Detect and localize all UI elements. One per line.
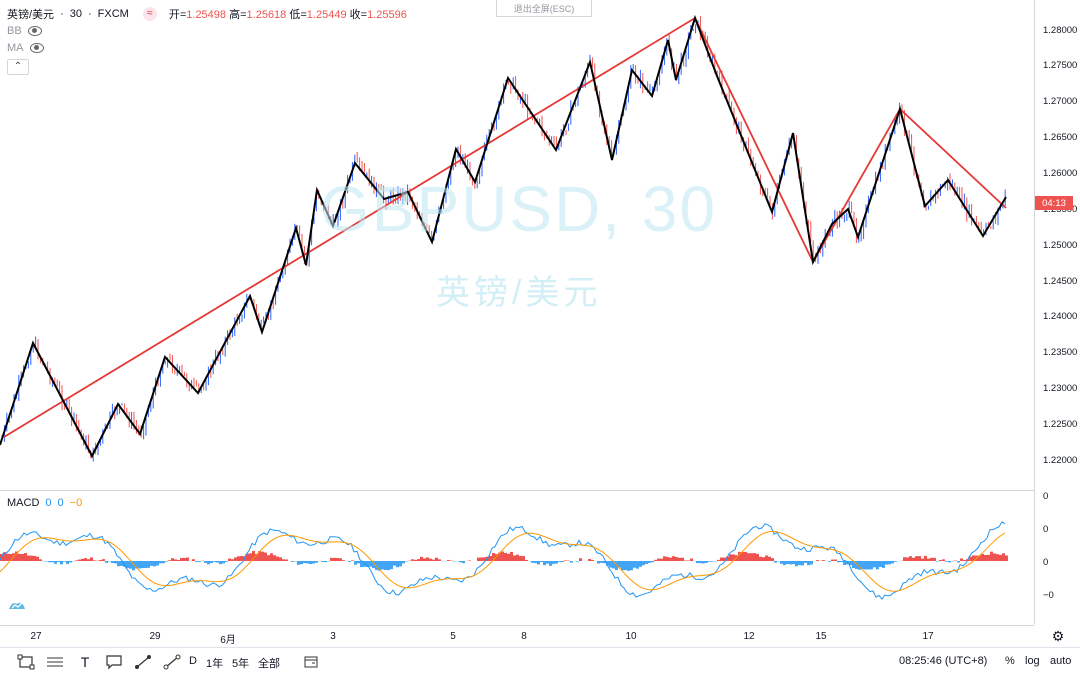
text-tool-icon[interactable]: T <box>74 652 96 672</box>
price-tick: 1.24500 <box>1043 276 1077 287</box>
macd-tick: 0 <box>1043 491 1048 502</box>
macd-legend: MACD 0 0 −0 <box>7 497 82 509</box>
time-tick: 29 <box>149 631 160 642</box>
exit-fullscreen-hint[interactable]: 退出全屏(ESC) <box>496 0 592 17</box>
ma-label: MA <box>7 42 24 54</box>
range-1d-button[interactable]: D <box>189 655 197 667</box>
price-tick: 1.25000 <box>1043 240 1077 251</box>
price-tick: 1.26000 <box>1043 168 1077 179</box>
time-tick: 27 <box>30 631 41 642</box>
price-tick: 1.23000 <box>1043 383 1077 394</box>
hide-eye-icon[interactable] <box>30 43 44 53</box>
macd-tick: 0 <box>1043 524 1048 535</box>
macd-tick: 0 <box>1043 557 1048 568</box>
goto-date-icon[interactable] <box>300 652 322 672</box>
macd-chart[interactable] <box>0 491 1034 625</box>
time-tick: 17 <box>922 631 933 642</box>
range-1y-button[interactable]: 1年 <box>206 655 223 671</box>
price-axis[interactable]: 1.28000 1.27500 1.27000 1.26500 1.26000 … <box>1034 0 1080 625</box>
ma-legend[interactable]: MA <box>7 42 44 54</box>
macd-histogram <box>0 551 1008 571</box>
trend-line-tool-icon[interactable] <box>132 652 154 672</box>
symbol-name: 英镑/美元 <box>7 6 54 22</box>
bb-label: BB <box>7 25 22 37</box>
time-tick: 15 <box>815 631 826 642</box>
time-tick: 10 <box>625 631 636 642</box>
interval: 30 <box>70 8 82 20</box>
callout-tool-icon[interactable] <box>103 652 125 672</box>
current-price-tag: 04:13 <box>1035 196 1073 210</box>
close-label: 收= <box>350 9 367 21</box>
rectangle-tool-icon[interactable] <box>15 652 37 672</box>
time-tick: 12 <box>743 631 754 642</box>
time-tick: 3 <box>330 631 336 642</box>
price-tick: 1.27500 <box>1043 60 1077 71</box>
macd-tick: −0 <box>1043 590 1054 601</box>
ray-tool-icon[interactable] <box>161 652 183 672</box>
hide-eye-icon[interactable] <box>28 26 42 36</box>
price-tick: 1.23500 <box>1043 347 1077 358</box>
open-value: 1.25498 <box>186 9 226 21</box>
bb-legend[interactable]: BB <box>7 25 42 37</box>
symbol-legend: 英镑/美元 · 30 · FXCM ≈ 开=1.25498 高=1.25618 … <box>7 6 407 22</box>
settings-gear-icon[interactable]: ⚙ <box>1049 628 1067 644</box>
time-tick: 6月 <box>220 631 236 646</box>
watermark-name: 英镑/美元 <box>436 265 601 314</box>
low-value: 1.25449 <box>307 9 347 21</box>
close-value: 1.25596 <box>367 9 407 21</box>
clock: 08:25:46 (UTC+8) <box>899 655 987 667</box>
log-toggle[interactable]: log <box>1025 655 1040 667</box>
range-5y-button[interactable]: 5年 <box>232 655 249 671</box>
percent-toggle[interactable]: % <box>1005 655 1015 667</box>
range-all-button[interactable]: 全部 <box>258 655 280 671</box>
high-value: 1.25618 <box>247 9 287 21</box>
low-label: 低= <box>289 9 306 21</box>
time-axis[interactable]: 27 29 6月 3 5 8 10 12 15 17 <box>0 625 1034 648</box>
price-tick: 1.22000 <box>1043 455 1077 466</box>
parallel-channel-tool-icon[interactable] <box>44 652 66 672</box>
tradingview-logo-icon[interactable] <box>8 598 26 612</box>
time-tick: 5 <box>450 631 456 642</box>
broker: FXCM <box>98 8 129 20</box>
chevron-up-icon[interactable]: ⌃ <box>7 59 29 75</box>
macd-value-3: −0 <box>70 497 83 509</box>
price-tick: 1.27000 <box>1043 96 1077 107</box>
macd-value-1: 0 <box>45 497 51 509</box>
bottom-toolbar: T D 1年 5年 全部 08:25:46 (UTC+8) % log auto <box>0 647 1080 676</box>
auto-toggle[interactable]: auto <box>1050 655 1071 667</box>
wave-icon[interactable]: ≈ <box>143 7 157 21</box>
high-label: 高= <box>229 9 246 21</box>
watermark-ticker: GBPUSD, 30 <box>320 172 717 246</box>
price-tick: 1.28000 <box>1043 25 1077 36</box>
price-tick: 1.24000 <box>1043 311 1077 322</box>
time-tick: 8 <box>521 631 527 642</box>
price-tick: 1.26500 <box>1043 132 1077 143</box>
macd-label: MACD <box>7 497 39 509</box>
macd-value-2: 0 <box>58 497 64 509</box>
price-tick: 1.22500 <box>1043 419 1077 430</box>
open-label: 开= <box>169 9 186 21</box>
